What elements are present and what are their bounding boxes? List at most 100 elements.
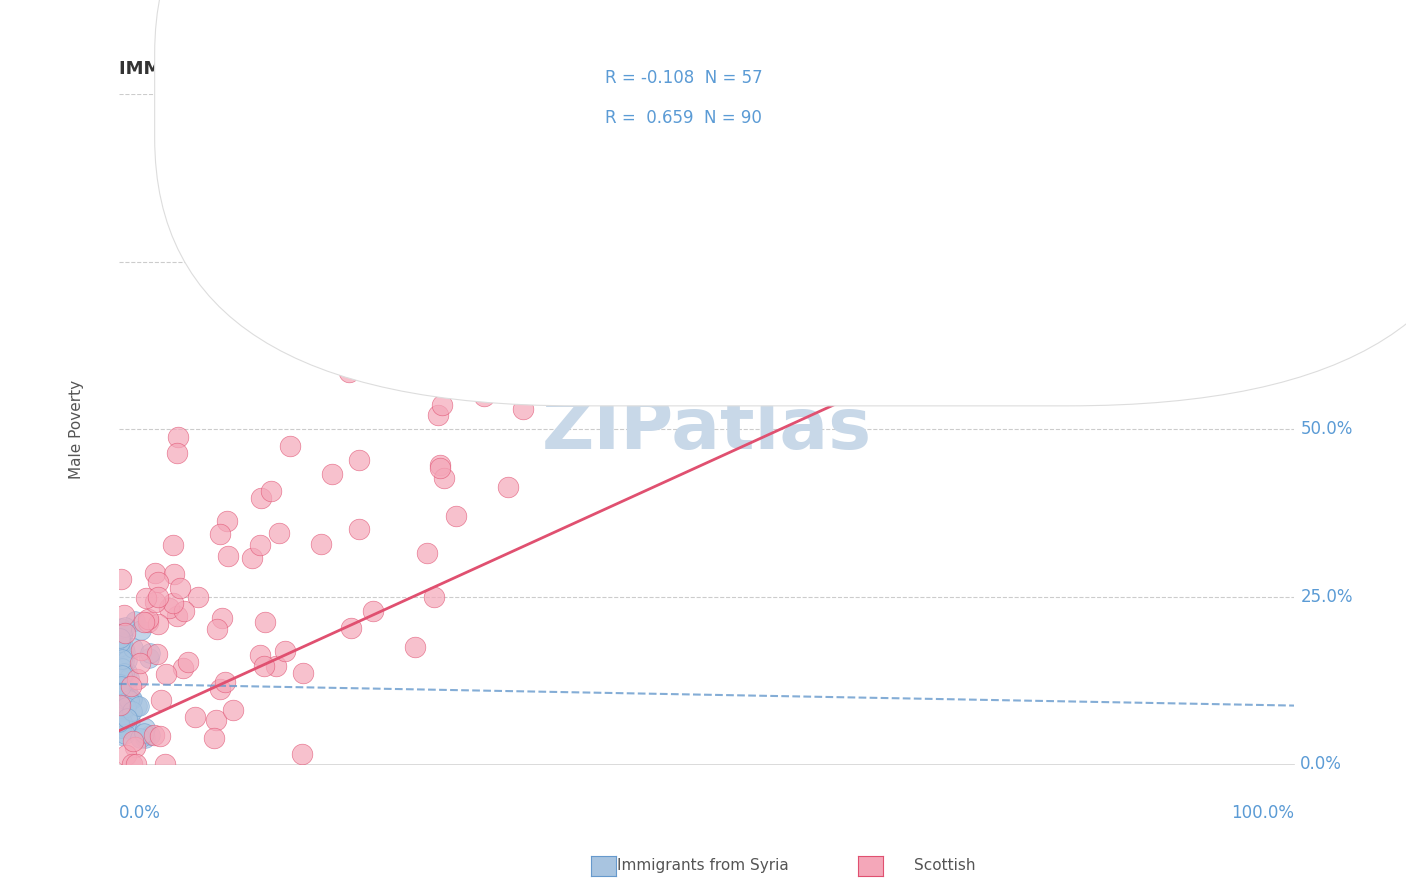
- Text: 100.0%: 100.0%: [1232, 805, 1295, 822]
- Point: [110, 679, 132, 693]
- Point: [249, 648, 271, 662]
- Point: [136, 612, 159, 626]
- Point: [110, 685, 132, 699]
- Point: [347, 523, 370, 537]
- Point: [117, 722, 139, 736]
- Point: [124, 614, 146, 628]
- Point: [115, 748, 138, 763]
- Point: [110, 628, 132, 642]
- Point: [108, 635, 131, 649]
- Point: [139, 728, 162, 742]
- Point: [444, 508, 467, 523]
- Point: [249, 538, 271, 552]
- Point: [138, 646, 160, 660]
- Point: [121, 757, 143, 772]
- Point: [108, 631, 131, 645]
- Text: R = -0.108  N = 57: R = -0.108 N = 57: [605, 70, 762, 87]
- Point: [110, 572, 132, 586]
- Point: [112, 608, 135, 623]
- Text: Immigrants from Syria: Immigrants from Syria: [617, 858, 789, 872]
- Point: [121, 704, 143, 718]
- Point: [124, 740, 146, 755]
- Point: [264, 659, 287, 673]
- Point: [114, 692, 136, 706]
- Point: [222, 703, 245, 717]
- Point: [612, 154, 634, 169]
- Point: [278, 439, 301, 453]
- Point: [498, 480, 520, 494]
- Point: [155, 667, 177, 681]
- Point: [254, 615, 277, 629]
- Point: [267, 525, 290, 540]
- Point: [120, 692, 142, 706]
- Point: [115, 711, 138, 725]
- Point: [207, 622, 229, 636]
- Point: [205, 714, 228, 728]
- Point: [571, 334, 593, 348]
- Point: [415, 546, 437, 560]
- Point: [429, 461, 451, 475]
- Point: [290, 747, 312, 761]
- Point: [138, 651, 160, 665]
- Point: [112, 654, 135, 668]
- Point: [404, 640, 426, 654]
- Point: [110, 635, 132, 649]
- Point: [186, 591, 208, 605]
- Point: [260, 483, 283, 498]
- Text: 50.0%: 50.0%: [1301, 420, 1353, 438]
- Point: [143, 595, 166, 609]
- Point: [208, 682, 231, 697]
- Point: [637, 208, 659, 222]
- Point: [129, 731, 152, 745]
- Point: [128, 656, 150, 670]
- Point: [472, 389, 495, 403]
- Point: [118, 672, 141, 686]
- Point: [108, 676, 131, 690]
- Point: [111, 714, 134, 729]
- Point: [349, 453, 371, 467]
- Point: [108, 685, 131, 699]
- Point: [217, 514, 239, 528]
- Point: [217, 549, 239, 564]
- Point: [125, 699, 148, 714]
- Text: Scottish: Scottish: [914, 858, 976, 872]
- Point: [115, 699, 138, 714]
- Point: [291, 666, 314, 681]
- Point: [233, 249, 256, 263]
- Point: [111, 661, 134, 675]
- Point: [173, 604, 195, 618]
- Point: [110, 705, 132, 719]
- Point: [143, 728, 166, 742]
- Point: [166, 609, 188, 624]
- Point: [115, 665, 138, 679]
- Text: Male Poverty: Male Poverty: [69, 380, 84, 479]
- Point: [162, 596, 184, 610]
- Point: [115, 683, 138, 698]
- Point: [177, 655, 200, 669]
- Text: 0.0%: 0.0%: [120, 805, 160, 822]
- Point: [385, 333, 408, 347]
- Point: [118, 714, 141, 728]
- Point: [146, 617, 169, 632]
- Point: [157, 601, 180, 615]
- Point: [321, 467, 343, 482]
- Point: [430, 399, 453, 413]
- Text: 0.0%: 0.0%: [1301, 756, 1343, 773]
- Point: [132, 615, 155, 629]
- Point: [209, 527, 232, 541]
- Point: [184, 710, 207, 724]
- Point: [125, 672, 148, 686]
- Point: [121, 692, 143, 706]
- Point: [429, 458, 451, 473]
- Point: [108, 640, 131, 654]
- Point: [162, 538, 184, 552]
- Point: [253, 658, 276, 673]
- Point: [166, 430, 188, 444]
- Point: [125, 757, 148, 772]
- Point: [309, 537, 332, 551]
- Text: ZIPatlas: ZIPatlas: [541, 395, 872, 464]
- Point: [110, 728, 132, 742]
- Point: [240, 551, 263, 566]
- Text: Source: ZipAtlas.com: Source: ZipAtlas.com: [1230, 27, 1378, 41]
- Point: [122, 640, 145, 655]
